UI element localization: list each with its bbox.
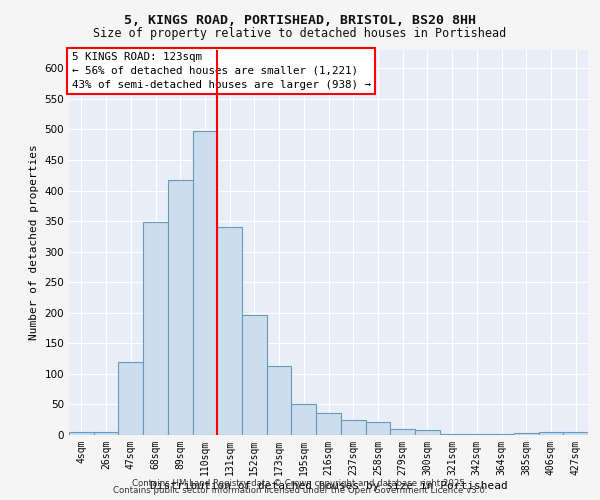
Bar [390, 429, 415, 435]
Text: Contains HM Land Registry data © Crown copyright and database right 2025.: Contains HM Land Registry data © Crown c… [132, 478, 468, 488]
Bar [514, 433, 539, 435]
Bar [341, 420, 365, 435]
X-axis label: Distribution of detached houses by size in Portishead: Distribution of detached houses by size … [149, 480, 508, 490]
Bar [193, 130, 217, 435]
Bar [365, 422, 390, 435]
Bar [168, 180, 193, 435]
Bar [118, 362, 143, 435]
Bar [94, 432, 118, 435]
Bar [242, 314, 267, 435]
Bar [316, 413, 341, 435]
Text: 5, KINGS ROAD, PORTISHEAD, BRISTOL, BS20 8HH: 5, KINGS ROAD, PORTISHEAD, BRISTOL, BS20… [124, 14, 476, 27]
Y-axis label: Number of detached properties: Number of detached properties [29, 144, 39, 340]
Bar [440, 434, 464, 435]
Bar [69, 432, 94, 435]
Bar [464, 434, 489, 435]
Text: 5 KINGS ROAD: 123sqm
← 56% of detached houses are smaller (1,221)
43% of semi-de: 5 KINGS ROAD: 123sqm ← 56% of detached h… [71, 52, 371, 90]
Bar [217, 227, 242, 435]
Text: Size of property relative to detached houses in Portishead: Size of property relative to detached ho… [94, 28, 506, 40]
Bar [539, 432, 563, 435]
Bar [292, 404, 316, 435]
Bar [143, 222, 168, 435]
Text: Contains public sector information licensed under the Open Government Licence v3: Contains public sector information licen… [113, 486, 487, 495]
Bar [415, 430, 440, 435]
Bar [563, 432, 588, 435]
Bar [267, 366, 292, 435]
Bar [489, 434, 514, 435]
